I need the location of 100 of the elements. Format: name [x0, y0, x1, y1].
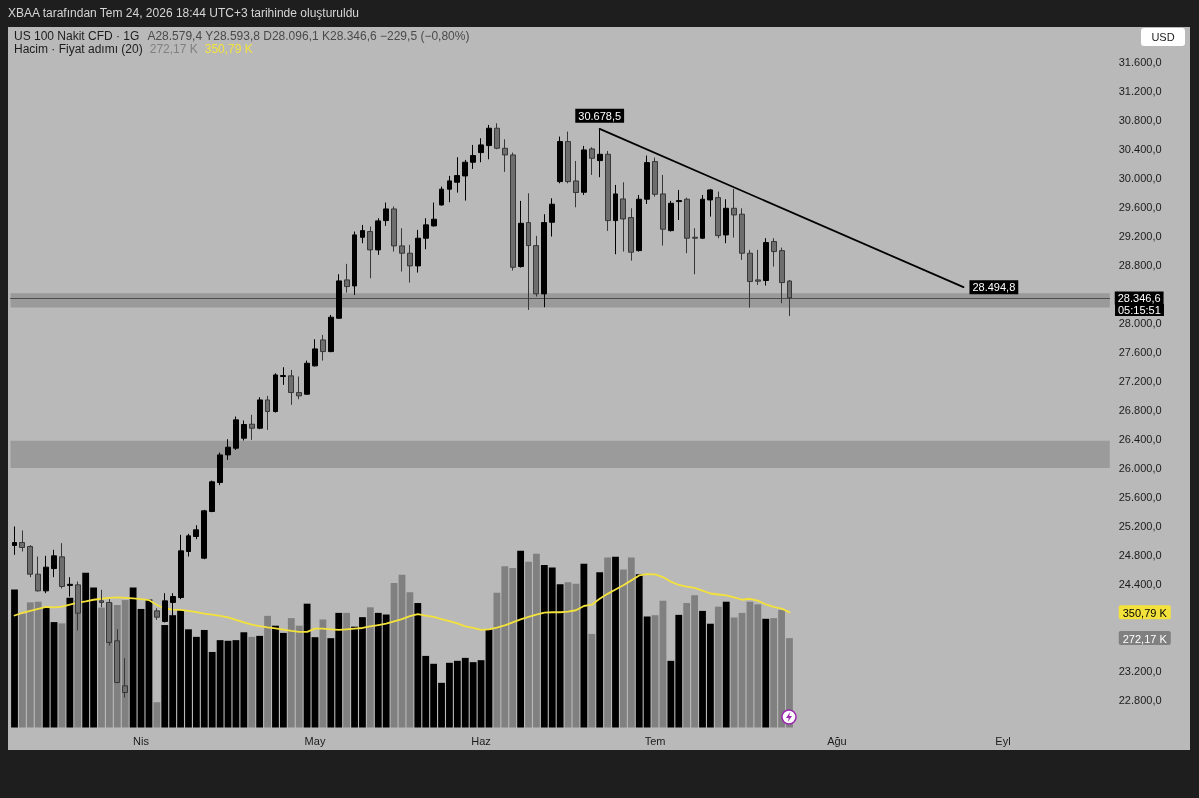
y-tick-label: 27.200,0 — [1118, 375, 1162, 388]
y-tick-label: 26.800,0 — [1118, 404, 1162, 417]
candlestick — [565, 131, 571, 184]
candlestick — [273, 372, 278, 414]
y-tick-label: 26.000,0 — [1118, 462, 1162, 474]
y-tick-label: 31.600,0 — [1118, 56, 1162, 69]
candlestick — [533, 235, 539, 298]
candlestick — [454, 156, 460, 194]
data-label: 30.678,5 — [578, 110, 622, 123]
candlestick — [312, 338, 318, 368]
line-series — [13, 573, 791, 633]
candlestick — [447, 175, 452, 203]
candlestick — [59, 542, 65, 589]
candlestick — [257, 396, 263, 430]
chart-title: US 100 Nakit CFD · 1G — [14, 29, 140, 43]
candlestick — [518, 200, 524, 269]
candlestick — [581, 145, 587, 196]
y-tick-label: 31.200,0 — [1118, 85, 1162, 98]
y-tick-label: 30.400,0 — [1118, 143, 1162, 156]
candlestick — [249, 414, 255, 441]
candlestick — [557, 136, 563, 184]
bar — [153, 702, 161, 728]
candlestick — [755, 249, 761, 286]
candlestick — [731, 188, 737, 239]
annotation: 350,79 K — [204, 42, 253, 56]
candlestick — [779, 247, 785, 304]
data-label: 28.494,8 — [972, 281, 1016, 294]
y-tick-label: 30.800,0 — [1118, 114, 1162, 127]
y-tick-label: 28.800,0 — [1118, 259, 1162, 272]
candlestick — [27, 544, 33, 578]
candlestick — [35, 556, 41, 593]
candlestick — [99, 589, 104, 608]
candlestick — [573, 160, 579, 208]
candlestick — [668, 200, 674, 233]
bar — [248, 636, 256, 728]
x-tick-label: Tem — [644, 735, 666, 747]
text: XBAA tarafından Tem 24, 2026 18:44 UTC+3 tarihinde oluşturuldu — [8, 6, 360, 20]
y-tick-label: 23.200,0 — [1118, 664, 1162, 677]
candlestick — [51, 549, 57, 578]
candlestick — [707, 188, 713, 218]
x-tick-label: Ağu — [827, 735, 847, 747]
bar — [588, 633, 596, 728]
candlestick — [494, 122, 500, 150]
candlestick — [684, 197, 690, 254]
bar — [762, 618, 770, 728]
candlestick — [19, 529, 25, 552]
x-tick-label: Nis — [133, 735, 150, 747]
candlestick — [700, 194, 705, 240]
candlestick — [478, 137, 484, 163]
candlestick — [589, 146, 595, 176]
candlestick — [178, 534, 184, 600]
candlestick — [43, 555, 49, 594]
candlestick — [209, 480, 215, 513]
y-tick-label: 28.000,0 — [1118, 317, 1162, 330]
candlestick — [644, 155, 650, 205]
candlestick — [771, 237, 777, 268]
y-tick-label: 22.800,0 — [1118, 693, 1162, 706]
candlestick — [431, 202, 437, 228]
candlestick — [217, 452, 223, 486]
candlestick — [399, 227, 405, 273]
candlestick — [304, 360, 310, 396]
x-tick-label: Haz — [471, 735, 491, 747]
candlestick — [241, 420, 247, 442]
candlestick — [605, 150, 611, 232]
y-tick-label: 25.200,0 — [1118, 519, 1162, 532]
bar — [722, 601, 730, 728]
candlestick — [12, 525, 17, 556]
bar — [517, 550, 525, 728]
bar — [11, 589, 18, 728]
candlestick — [186, 533, 191, 557]
candlestick — [328, 314, 334, 353]
candlestick — [526, 192, 531, 311]
candlestick — [265, 395, 270, 431]
candlestick — [676, 189, 682, 221]
bar — [366, 607, 374, 728]
candlestick — [636, 194, 642, 253]
x-tick-label: Eyl — [995, 735, 1011, 747]
y-tick-label: 29.600,0 — [1118, 201, 1162, 214]
candlestick — [122, 657, 128, 698]
candlestick — [549, 197, 555, 238]
candlestick — [470, 144, 476, 170]
candlestick — [233, 416, 239, 451]
candlestick — [763, 237, 769, 287]
candlestick — [692, 227, 698, 275]
candlestick — [660, 174, 666, 247]
bar — [604, 557, 611, 728]
candlestick — [502, 138, 508, 173]
y-tick-label: 30.000,0 — [1118, 172, 1162, 185]
bar — [256, 635, 264, 728]
candlestick — [739, 207, 745, 261]
text: USD — [1141, 28, 1185, 46]
bar — [596, 572, 604, 728]
candlestick — [439, 186, 444, 207]
candlestick — [510, 152, 516, 272]
candlestick — [391, 206, 397, 253]
candlestick — [367, 226, 373, 279]
annotation: Hacim · Fiyat adımı (20) — [14, 42, 143, 56]
candlestick — [225, 438, 231, 461]
candlestick — [383, 202, 389, 227]
y-tick-label: 24.400,0 — [1118, 577, 1162, 590]
